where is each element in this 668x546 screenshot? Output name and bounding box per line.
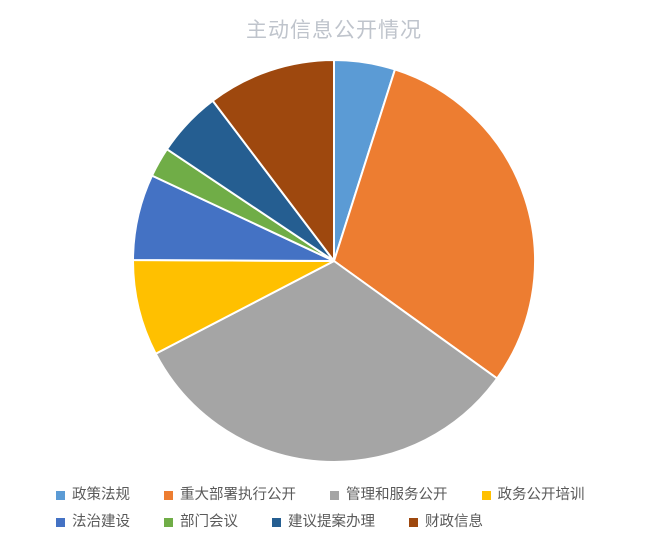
legend-swatch-icon [272, 518, 281, 527]
legend-item[interactable]: 重大部署执行公开 [164, 488, 296, 503]
legend-item-label: 法治建设 [72, 514, 130, 531]
legend-swatch-icon [164, 491, 173, 500]
legend-item-label: 政策法规 [72, 487, 130, 504]
legend-item[interactable]: 建议提案办理 [272, 515, 375, 530]
legend-item[interactable]: 政策法规 [56, 488, 130, 503]
pie-slice[interactable] [154, 260, 499, 463]
legend-row-2: 法治建设 部门会议 建议提案办理 财政信息 [0, 509, 668, 536]
legend-swatch-icon [56, 491, 65, 500]
pie-slice[interactable] [211, 59, 335, 262]
legend-row-1: 政策法规 重大部署执行公开 管理和服务公开 政务公开培训 [0, 482, 668, 509]
legend-swatch-icon [481, 491, 491, 500]
legend-item[interactable]: 部门会议 [164, 515, 238, 530]
chart-title: 主动信息公开情况 [246, 19, 422, 42]
legend-item[interactable]: 管理和服务公开 [330, 488, 448, 503]
legend-item-label: 重大部署执行公开 [180, 487, 296, 504]
chart-legend: 政策法规 重大部署执行公开 管理和服务公开 政务公开培训 法治建设 部门会议 建议提案办理… [0, 482, 668, 544]
legend-item[interactable]: 法治建设 [56, 515, 130, 530]
pie-svg [131, 59, 536, 463]
legend-item-label: 部门会议 [180, 514, 238, 531]
pie-plot-area [131, 59, 536, 463]
pie-slice[interactable] [333, 68, 536, 380]
legend-swatch-icon [409, 518, 418, 527]
legend-swatch-icon [56, 518, 65, 527]
legend-item-label: 政务公开培训 [497, 487, 585, 504]
legend-item-label: 建议提案办理 [288, 514, 375, 531]
legend-swatch-icon [330, 491, 339, 500]
legend-item[interactable]: 财政信息 [409, 515, 483, 530]
pie-slice[interactable] [131, 259, 335, 355]
legend-item[interactable]: 政务公开培训 [481, 487, 585, 504]
legend-item-label: 管理和服务公开 [346, 487, 448, 504]
legend-swatch-icon [164, 518, 173, 527]
legend-item-label: 财政信息 [425, 514, 483, 531]
